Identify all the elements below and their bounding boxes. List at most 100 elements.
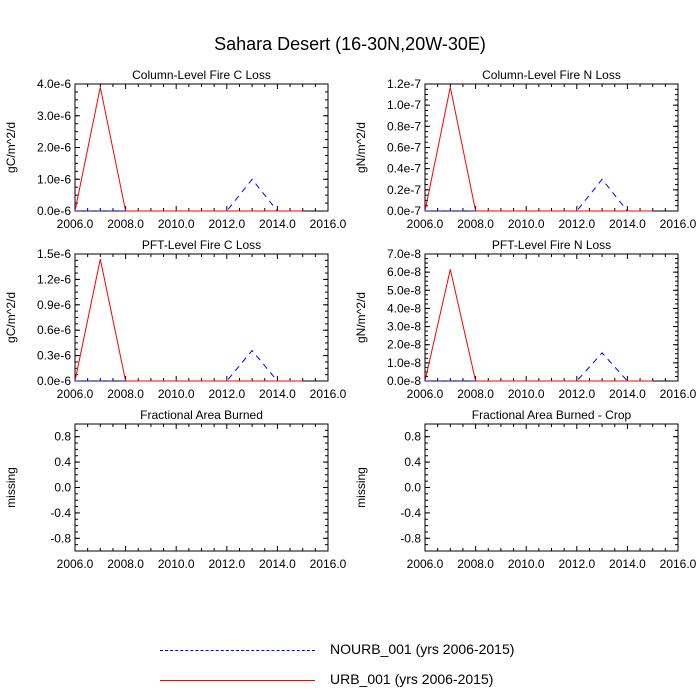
y-tick-label: 0.0e-6 bbox=[37, 204, 71, 218]
series-line-nourb-001 bbox=[425, 178, 653, 212]
x-tick-label: 2006.0 bbox=[407, 387, 444, 401]
legend-swatch-nourb bbox=[160, 650, 315, 651]
y-tick-label: 0.4 bbox=[54, 455, 71, 469]
y-tick-label: 1.2e-7 bbox=[387, 77, 421, 91]
panel-title: PFT-Level Fire N Loss bbox=[492, 238, 611, 252]
x-tick-label: 2006.0 bbox=[57, 387, 94, 401]
x-tick-label: 2016.0 bbox=[310, 557, 347, 571]
x-tick-label: 2008.0 bbox=[457, 387, 494, 401]
y-tick-label: -0.4 bbox=[50, 506, 71, 520]
y-tick-label: 0.3e-6 bbox=[37, 349, 71, 363]
y-tick-label: 0.4 bbox=[404, 455, 421, 469]
legend-item-urb: URB_001 (yrs 2006-2015) bbox=[160, 669, 580, 693]
x-tick-label: 2008.0 bbox=[107, 387, 144, 401]
y-tick-label: 1.2e-6 bbox=[37, 272, 71, 286]
x-tick-label: 2014.0 bbox=[609, 387, 646, 401]
x-tick-label: 2006.0 bbox=[407, 557, 444, 571]
x-tick-label: 2012.0 bbox=[208, 387, 245, 401]
y-axis-label: gC/m^2/d bbox=[4, 122, 18, 173]
legend-label-urb: URB_001 (yrs 2006-2015) bbox=[330, 671, 494, 687]
chart-panel-4: PFT-Level Fire N Loss gN/m^2/d 2006.0 2008.… bbox=[354, 238, 697, 401]
y-tick-label: 3.0e-6 bbox=[37, 109, 71, 123]
legend-swatch-urb bbox=[160, 680, 315, 681]
series-line-urb-001 bbox=[74, 87, 303, 212]
y-tick-label: 0.8 bbox=[404, 430, 421, 444]
y-tick-label: -0.8 bbox=[50, 531, 71, 545]
legend-label-nourb: NOURB_001 (yrs 2006-2015) bbox=[330, 641, 515, 657]
y-tick-label: 0.0e-7 bbox=[387, 204, 421, 218]
x-tick-label: 2008.0 bbox=[457, 217, 494, 231]
series-line-urb-001 bbox=[424, 87, 653, 212]
x-tick-label: 2008.0 bbox=[107, 217, 144, 231]
y-tick-label: 0.8e-7 bbox=[387, 119, 421, 133]
chart-panel-1: Column-Level Fire C Loss gC/m^2/d 2006.0 20… bbox=[4, 68, 347, 231]
x-tick-label: 2014.0 bbox=[259, 217, 296, 231]
x-tick-label: 2010.0 bbox=[158, 387, 195, 401]
x-tick-label: 2012.0 bbox=[558, 557, 595, 571]
plot-frame bbox=[74, 253, 329, 382]
x-tick-label: 2006.0 bbox=[407, 217, 444, 231]
x-tick-label: 2008.0 bbox=[457, 557, 494, 571]
x-tick-label: 2012.0 bbox=[208, 217, 245, 231]
x-tick-label: 2010.0 bbox=[508, 387, 545, 401]
chart-panel-3: PFT-Level Fire C Loss gC/m^2/d 2006.0 2008.… bbox=[4, 238, 347, 401]
y-tick-label: 0.0 bbox=[404, 481, 421, 495]
x-tick-label: 2014.0 bbox=[259, 387, 296, 401]
y-tick-label: 4.0e-6 bbox=[37, 77, 71, 91]
x-tick-label: 2006.0 bbox=[57, 557, 94, 571]
series-line-nourb-001 bbox=[75, 349, 303, 382]
y-axis-label: gN/m^2/d bbox=[354, 122, 368, 173]
plot-frame bbox=[424, 423, 679, 552]
y-axis-label: gC/m^2/d bbox=[4, 292, 18, 343]
series-line-urb-001 bbox=[424, 269, 653, 382]
series-line-nourb-001 bbox=[425, 352, 653, 382]
x-tick-label: 2010.0 bbox=[508, 557, 545, 571]
x-tick-label: 2014.0 bbox=[259, 557, 296, 571]
chart-panel-5: Fractional Area Burned missing 2006.0 2008.… bbox=[4, 408, 347, 571]
y-tick-label: 0.8 bbox=[54, 430, 71, 444]
x-tick-label: 2016.0 bbox=[660, 387, 697, 401]
series-line-urb-001 bbox=[74, 258, 303, 382]
legend-item-nourb: NOURB_001 (yrs 2006-2015) bbox=[160, 639, 580, 663]
x-tick-label: 2006.0 bbox=[57, 217, 94, 231]
x-tick-label: 2014.0 bbox=[609, 557, 646, 571]
panel-title: Column-Level Fire N Loss bbox=[482, 68, 621, 82]
y-axis-label: missing bbox=[4, 467, 18, 508]
y-tick-label: 0.0e-8 bbox=[387, 374, 421, 388]
panel-title: Fractional Area Burned bbox=[140, 408, 263, 422]
y-tick-label: 3.0e-8 bbox=[387, 320, 421, 334]
y-tick-label: 2.0e-6 bbox=[37, 141, 71, 155]
x-tick-label: 2010.0 bbox=[508, 217, 545, 231]
x-tick-label: 2012.0 bbox=[558, 217, 595, 231]
y-tick-label: 0.4e-7 bbox=[387, 162, 421, 176]
x-tick-label: 2010.0 bbox=[158, 557, 195, 571]
y-axis-label: missing bbox=[354, 467, 368, 508]
y-tick-label: 0.6e-6 bbox=[37, 323, 71, 337]
chart-panel-2: Column-Level Fire N Loss gN/m^2/d 2006.0 20… bbox=[354, 68, 697, 231]
y-tick-label: 1.0e-6 bbox=[37, 172, 71, 186]
plot-frame bbox=[74, 423, 329, 552]
x-tick-label: 2010.0 bbox=[158, 217, 195, 231]
y-tick-label: 5.0e-8 bbox=[387, 283, 421, 297]
x-tick-label: 2008.0 bbox=[107, 557, 144, 571]
y-tick-label: 2.0e-8 bbox=[387, 338, 421, 352]
x-tick-label: 2016.0 bbox=[660, 557, 697, 571]
y-tick-label: 0.6e-7 bbox=[387, 141, 421, 155]
y-tick-label: 0.9e-6 bbox=[37, 298, 71, 312]
y-axis-label: gN/m^2/d bbox=[354, 292, 368, 343]
y-tick-label: -0.4 bbox=[400, 506, 421, 520]
y-tick-label: 6.0e-8 bbox=[387, 265, 421, 279]
panel-title: PFT-Level Fire C Loss bbox=[142, 238, 261, 252]
x-tick-label: 2014.0 bbox=[609, 217, 646, 231]
y-tick-label: 4.0e-8 bbox=[387, 301, 421, 315]
x-tick-label: 2012.0 bbox=[558, 387, 595, 401]
y-tick-label: 7.0e-8 bbox=[387, 247, 421, 261]
y-tick-label: 0.0 bbox=[54, 481, 71, 495]
panel-title: Column-Level Fire C Loss bbox=[132, 68, 271, 82]
panel-title: Fractional Area Burned - Crop bbox=[472, 408, 632, 422]
x-tick-label: 2016.0 bbox=[310, 217, 347, 231]
y-tick-label: 1.0e-8 bbox=[387, 356, 421, 370]
y-tick-label: -0.8 bbox=[400, 531, 421, 545]
y-tick-label: 0.0e-6 bbox=[37, 374, 71, 388]
series-line-nourb-001 bbox=[75, 178, 303, 212]
